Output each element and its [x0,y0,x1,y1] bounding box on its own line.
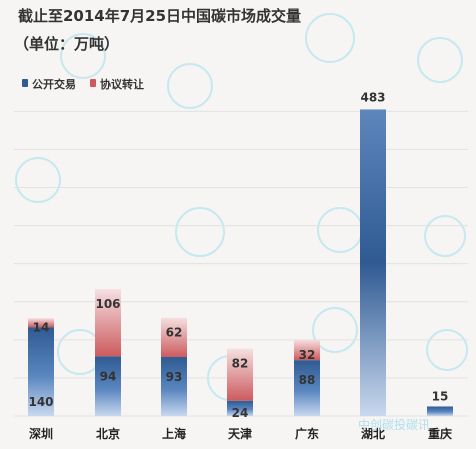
value-label-public: 93 [166,370,183,384]
category-label: 深圳 [29,426,53,441]
bar-public-上海 [161,356,187,416]
value-label-public: 140 [28,395,53,409]
legend: 公开交易 协议转让 [22,77,144,91]
bar-public-重庆 [427,406,453,416]
value-label-public: 88 [299,373,316,387]
watermark-text-group: 中创碳投碳讯 [358,417,430,432]
watermark-icon [15,157,61,203]
watermark-layer [15,13,468,401]
value-label-public: 483 [360,90,385,104]
watermark-icon [305,13,355,63]
category-label: 湖北 [361,426,385,441]
category-label: 天津 [228,426,252,441]
value-label-agreement: 106 [95,297,120,311]
bar-public-深圳 [28,327,54,416]
bar-public-北京 [95,356,121,416]
category-label: 上海 [162,426,186,441]
grid-lines [14,110,468,417]
bar-agreement-上海 [161,317,187,357]
value-label-public: 15 [432,389,449,403]
value-label-agreement: 82 [232,357,249,371]
value-label-agreement: 32 [299,348,316,362]
watermark-icon [175,207,225,257]
legend-swatch-agreement [90,79,96,87]
value-label-public: 24 [232,406,249,420]
value-label-agreement: 62 [166,326,183,340]
watermark-icon [426,329,468,371]
bar-agreement-天津 [227,348,253,401]
watermark-icon [167,63,213,109]
watermark-icon [424,215,466,257]
value-labels: 14 140 106 94 62 93 82 24 32 88 483 15 [28,90,448,419]
value-label-agreement: 14 [33,320,50,334]
bar-agreement-广东 [294,339,320,361]
chart-subtitle: （单位：万吨） [14,35,119,53]
legend-label-agreement: 协议转让 [100,77,144,91]
category-labels: 深圳 北京 上海 天津 广东 湖北 重庆 [29,426,452,441]
bars [28,109,453,416]
watermark-icon [60,33,106,79]
bar-public-湖北 [360,109,386,416]
watermark-text: 中创碳投碳讯 [358,417,430,432]
category-label: 北京 [96,426,120,441]
watermark-icon [317,207,363,253]
bar-public-广东 [294,360,320,416]
legend-swatch-public [22,79,28,87]
bar-agreement-深圳 [28,318,54,328]
category-label: 广东 [295,426,319,441]
category-label: 重庆 [428,426,452,441]
legend-label-public: 公开交易 [32,77,76,91]
watermark-icon [417,37,463,83]
bar-agreement-北京 [95,289,121,357]
chart-title: 截止至2014年7月25日中国碳市场成交量 [18,7,301,25]
watermark-icon [312,307,358,353]
bar-public-天津 [227,400,253,416]
value-label-public: 94 [100,369,117,383]
